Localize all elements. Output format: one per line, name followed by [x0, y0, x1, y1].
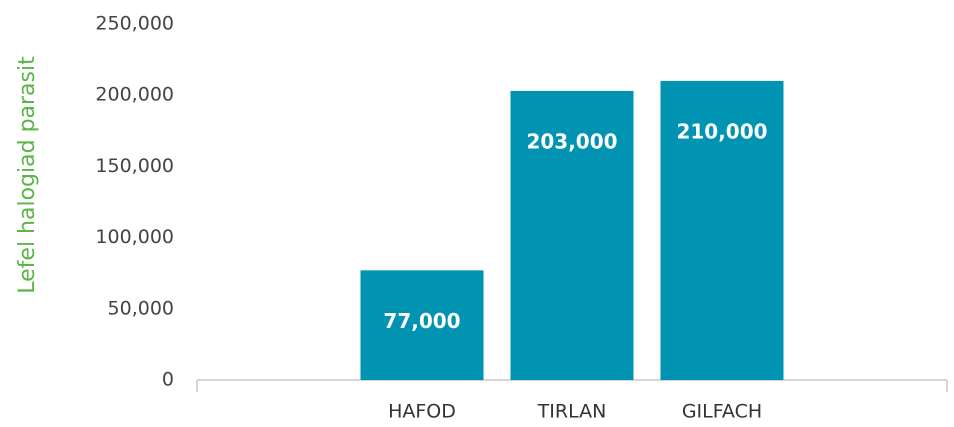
bar: [660, 80, 784, 381]
y-tick-label: 100,000: [95, 226, 174, 248]
x-tick-label: GILFACH: [682, 401, 762, 423]
y-axis-label: Lefel halogiad parasit: [15, 56, 40, 294]
y-tick-label: 50,000: [108, 297, 174, 319]
x-tick-label: HAFOD: [388, 401, 456, 423]
y-tick-label: 150,000: [95, 155, 174, 177]
data-label: 203,000: [526, 129, 617, 153]
y-tick-label: 200,000: [95, 84, 174, 106]
bar: [360, 270, 484, 380]
data-label: 77,000: [383, 309, 460, 333]
y-tick-label: 250,000: [95, 13, 174, 35]
data-label: 210,000: [676, 119, 767, 143]
bar: [510, 90, 634, 380]
x-tick-label: TIRLAN: [537, 401, 607, 423]
y-tick-label: 0: [162, 369, 174, 391]
